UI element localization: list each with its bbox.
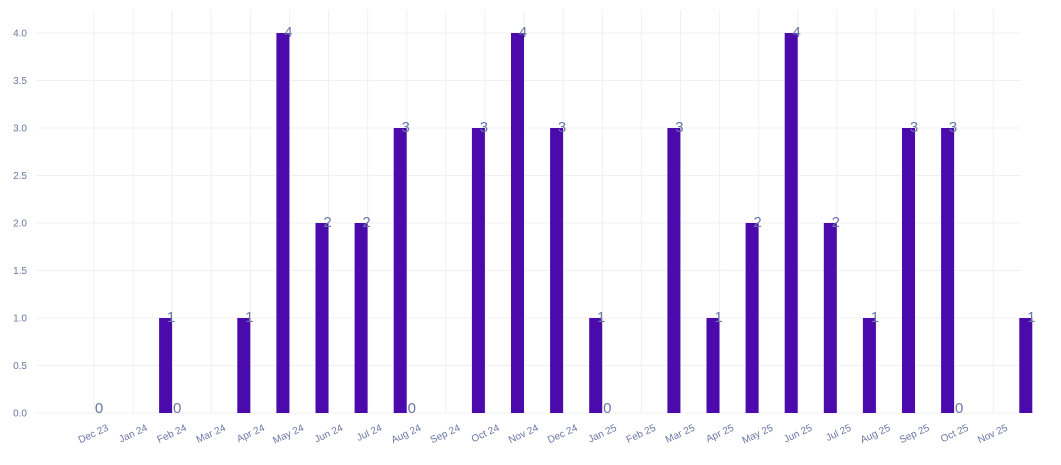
data-label: 1 (1027, 309, 1035, 326)
y-tick-label: 1.5 (13, 266, 27, 277)
bars (159, 33, 1033, 413)
x-tick-label: Apr 24 (235, 423, 267, 446)
x-tick-label: Feb 24 (156, 423, 189, 446)
bar[interactable] (354, 223, 368, 413)
data-label: 4 (793, 24, 801, 41)
x-tick-label: Jan 24 (118, 423, 150, 446)
data-label: 3 (675, 119, 683, 136)
data-label: 3 (480, 119, 488, 136)
data-label: 3 (949, 119, 957, 136)
data-label: 2 (753, 214, 761, 231)
bar[interactable] (393, 128, 407, 413)
bar[interactable] (276, 33, 290, 413)
bar[interactable] (237, 318, 251, 413)
x-tick-label: Sep 25 (898, 423, 932, 447)
x-tick-label: Nov 24 (507, 423, 541, 447)
bar[interactable] (706, 318, 720, 413)
data-label: 0 (603, 400, 611, 417)
x-tick-label: May 24 (271, 423, 306, 447)
y-tick-label: 4.0 (13, 29, 27, 40)
x-tick-label: Apr 25 (705, 423, 737, 446)
data-label: 2 (323, 214, 331, 231)
y-tick-label: 2.0 (13, 219, 27, 230)
bar[interactable] (667, 128, 681, 413)
data-label: 1 (167, 309, 175, 326)
bar[interactable] (315, 223, 329, 413)
x-tick-label: Sep 24 (429, 423, 463, 447)
x-tick-label: Feb 25 (625, 423, 658, 446)
data-label: 1 (714, 309, 722, 326)
y-tick-label: 0.0 (13, 409, 27, 420)
x-tick-label: Dec 24 (546, 423, 580, 447)
x-tick-label: Aug 25 (859, 423, 893, 447)
data-labels: 0 1 0 1 4 2 2 3 0 3 4 3 1 0 3 1 2 4 2 1 3 3 0 1 (95, 24, 1036, 417)
data-label: 0 (173, 400, 181, 417)
x-tick-label: Jul 24 (355, 423, 384, 444)
bar[interactable] (159, 318, 173, 413)
x-tick-label: Dec 23 (77, 423, 111, 447)
x-tick-label: Oct 24 (470, 423, 502, 446)
y-axis: 0.0 0.5 1.0 1.5 2.0 2.5 3.0 3.5 4.0 (13, 29, 27, 420)
data-label: 4 (284, 24, 292, 41)
y-tick-label: 1.0 (13, 314, 27, 325)
bar[interactable] (589, 318, 603, 413)
x-tick-label: Oct 25 (939, 423, 971, 446)
bar[interactable] (471, 128, 485, 413)
y-tick-label: 3.0 (13, 124, 27, 135)
data-label: 0 (408, 400, 416, 417)
data-label: 1 (245, 309, 253, 326)
bar[interactable] (902, 128, 915, 413)
data-label: 0 (95, 400, 103, 417)
x-tick-label: Nov 25 (976, 423, 1010, 447)
bar[interactable] (784, 33, 798, 413)
data-label: 2 (362, 214, 370, 231)
data-label: 1 (871, 309, 879, 326)
x-tick-label: Aug 24 (390, 423, 424, 447)
x-tick-label: Mar 24 (195, 423, 228, 446)
data-label: 3 (910, 119, 918, 136)
x-tick-label: Mar 25 (664, 423, 697, 446)
y-tick-label: 0.5 (13, 361, 27, 372)
data-label: 4 (519, 24, 527, 41)
data-label: 3 (558, 119, 566, 136)
data-label: 1 (597, 309, 605, 326)
bar[interactable] (1019, 318, 1033, 413)
grid (36, 10, 1021, 414)
bar[interactable] (550, 128, 564, 413)
bar[interactable] (862, 318, 876, 413)
x-tick-label: May 25 (741, 423, 776, 447)
x-tick-label: Jun 25 (782, 423, 814, 446)
data-label: 3 (402, 119, 410, 136)
bar[interactable] (823, 223, 837, 413)
data-label: 2 (832, 214, 840, 231)
x-axis: Dec 23 Jan 24 Feb 24 Mar 24 Apr 24 May 24 Jun … (77, 423, 1010, 447)
y-tick-label: 3.5 (13, 76, 27, 87)
bar[interactable] (941, 128, 955, 413)
bar[interactable] (511, 33, 524, 413)
x-tick-label: Jan 25 (587, 423, 619, 446)
x-tick-label: Jul 25 (824, 423, 853, 444)
x-tick-label: Jun 24 (313, 423, 345, 446)
data-label: 0 (955, 400, 963, 417)
y-tick-label: 2.5 (13, 171, 27, 182)
bar[interactable] (745, 223, 759, 413)
